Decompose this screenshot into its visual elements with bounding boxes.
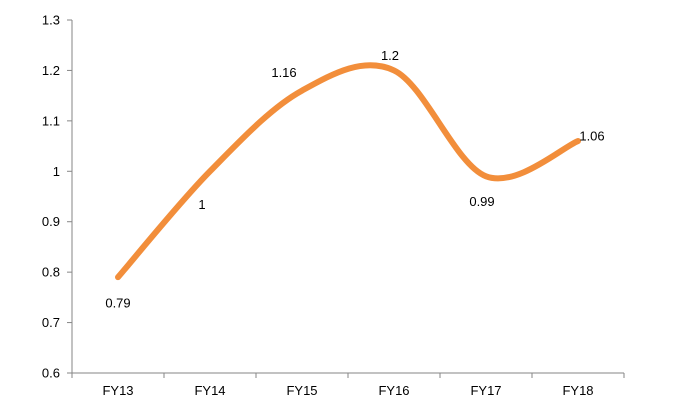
y-tick-label: 0.9	[42, 214, 60, 229]
y-tick-label: 1	[53, 164, 60, 179]
y-tick-label: 1.2	[42, 63, 60, 78]
y-tick-label: 0.8	[42, 265, 60, 280]
y-ticks: 0.6 0.7 0.8 0.9 1 1.1 1.2 1.3	[42, 13, 72, 381]
axes	[71, 20, 624, 374]
x-tick-label: FY14	[194, 383, 225, 398]
y-tick-label: 0.7	[42, 315, 60, 330]
x-tick-label: FY13	[102, 383, 133, 398]
series-line	[115, 62, 581, 281]
y-tick-label: 1.1	[42, 113, 60, 128]
data-label: 1.06	[579, 129, 604, 144]
data-label: 1.16	[271, 65, 296, 80]
data-label: 0.99	[469, 194, 494, 209]
data-label: 1	[198, 197, 205, 212]
x-tick-label: FY17	[470, 383, 501, 398]
x-tick-label: FY15	[286, 383, 317, 398]
x-ticks: FY13 FY14 FY15 FY16 FY17 FY18	[71, 373, 625, 398]
data-label: 0.79	[105, 296, 130, 311]
y-tick-label: 0.6	[42, 366, 60, 381]
data-label: 1.2	[381, 48, 399, 63]
y-tick-label: 1.3	[42, 13, 60, 28]
data-labels: 0.79 1 1.16 1.2 0.99 1.06	[105, 48, 604, 311]
x-tick-label: FY16	[378, 383, 409, 398]
x-tick-label: FY18	[562, 383, 593, 398]
